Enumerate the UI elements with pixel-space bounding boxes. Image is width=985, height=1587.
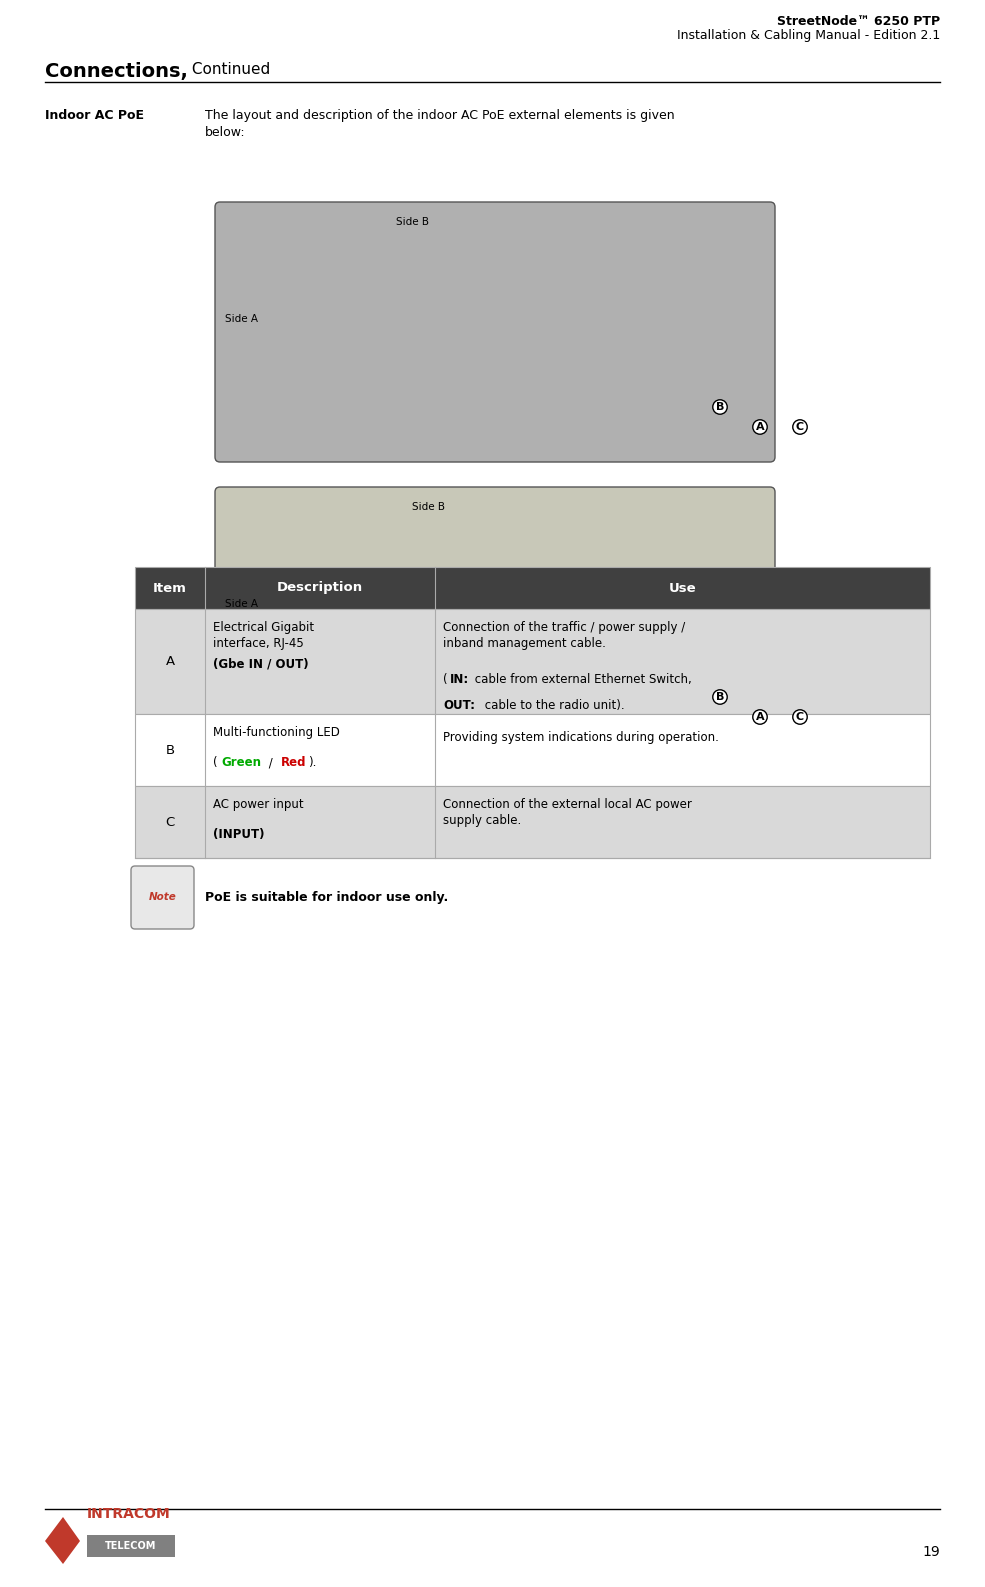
Bar	[135, 609, 930, 714]
Text: Multi-functioning LED: Multi-functioning LED	[213, 725, 340, 740]
Text: The layout and description of the indoor AC PoE external elements is given
below: The layout and description of the indoor…	[205, 110, 675, 140]
Text: Indoor AC PoE: Indoor AC PoE	[45, 110, 144, 122]
Text: 19: 19	[922, 1546, 940, 1558]
Text: Connections,: Connections,	[45, 62, 188, 81]
Text: Item: Item	[153, 581, 187, 595]
Text: Side A: Side A	[225, 600, 258, 609]
Text: Continued: Continued	[187, 62, 270, 78]
Text: B: B	[716, 692, 724, 701]
Text: Use: Use	[669, 581, 696, 595]
Bar	[135, 714, 930, 786]
Text: A: A	[755, 422, 764, 432]
Text: A: A	[165, 655, 174, 668]
FancyBboxPatch shape	[215, 487, 775, 747]
Text: Note: Note	[149, 892, 176, 903]
Text: Connection of the external local AC power
supply cable.: Connection of the external local AC powe…	[443, 798, 691, 827]
Text: PoE is suitable for indoor use only.: PoE is suitable for indoor use only.	[205, 890, 448, 905]
Text: cable from external Ethernet Switch,: cable from external Ethernet Switch,	[471, 673, 691, 686]
Text: B: B	[165, 743, 174, 757]
Text: cable to the radio unit).: cable to the radio unit).	[481, 698, 624, 713]
FancyBboxPatch shape	[215, 202, 775, 462]
Text: TELECOM: TELECOM	[105, 1541, 157, 1550]
Polygon shape	[45, 1517, 80, 1565]
Text: Installation & Cabling Manual - Edition 2.1: Installation & Cabling Manual - Edition …	[677, 29, 940, 41]
Text: Red: Red	[281, 755, 306, 770]
Text: (INPUT): (INPUT)	[213, 828, 265, 841]
Text: Green: Green	[221, 755, 261, 770]
Text: StreetNode™ 6250 PTP: StreetNode™ 6250 PTP	[777, 14, 940, 29]
Bar	[87, 1535, 175, 1557]
Text: (Gbe IN / OUT): (Gbe IN / OUT)	[213, 659, 308, 671]
Text: /: /	[265, 755, 277, 770]
FancyBboxPatch shape	[131, 867, 194, 928]
Text: Connection of the traffic / power supply /
inband management cable.: Connection of the traffic / power supply…	[443, 621, 686, 651]
Text: AC power input: AC power input	[213, 798, 303, 811]
Text: Side B: Side B	[413, 501, 445, 513]
Text: C: C	[796, 713, 804, 722]
Bar	[135, 567, 930, 609]
Text: Description: Description	[277, 581, 363, 595]
Text: B: B	[716, 402, 724, 413]
Text: C: C	[165, 816, 174, 828]
Text: Electrical Gigabit
interface, RJ-45: Electrical Gigabit interface, RJ-45	[213, 621, 314, 651]
Text: OUT:: OUT:	[443, 698, 475, 713]
Text: INTRACOM: INTRACOM	[87, 1508, 170, 1520]
Text: Side B: Side B	[396, 217, 429, 227]
Text: (: (	[443, 673, 447, 686]
Bar	[135, 786, 930, 859]
Text: IN:: IN:	[450, 673, 469, 686]
Text: Side A: Side A	[225, 314, 258, 324]
Text: C: C	[796, 422, 804, 432]
Text: Providing system indications during operation.: Providing system indications during oper…	[443, 732, 719, 744]
Text: (: (	[213, 755, 218, 770]
Text: A: A	[755, 713, 764, 722]
Text: ).: ).	[308, 755, 316, 770]
